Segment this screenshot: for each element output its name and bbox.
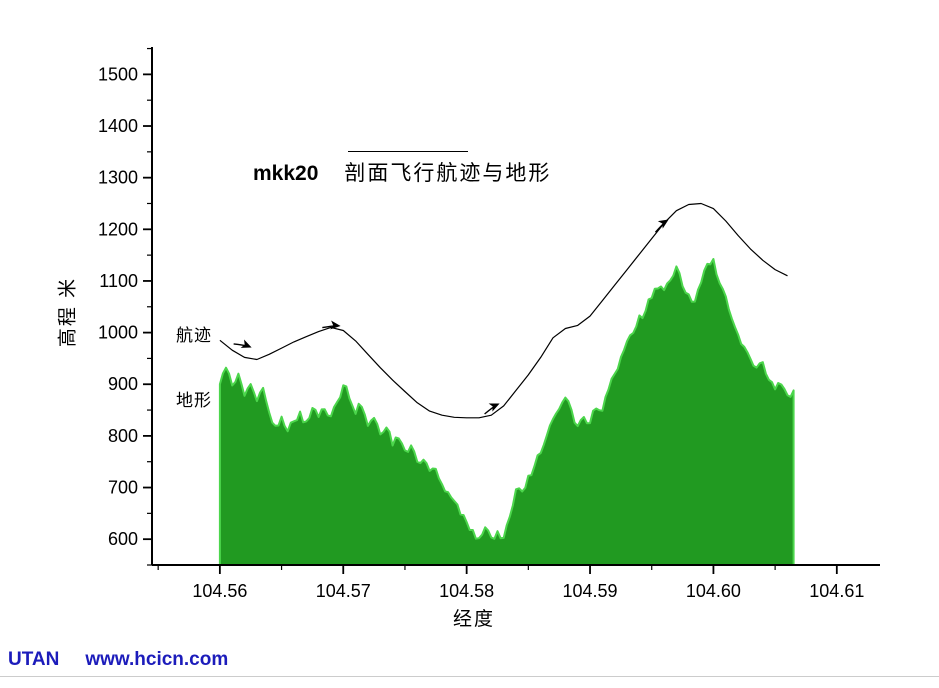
y-tick-label: 800 <box>108 426 138 446</box>
footer: UTAN www.hcicn.com <box>8 649 228 671</box>
arrow-head <box>657 219 669 229</box>
track-line <box>219 202 788 419</box>
y-tick-label: 600 <box>108 529 138 549</box>
x-tick-label: 104.59 <box>563 581 618 601</box>
x-tick-label: 104.57 <box>316 581 371 601</box>
arrow-head <box>488 403 500 412</box>
bottom-divider <box>0 676 939 677</box>
y-tick-label: 900 <box>108 374 138 394</box>
y-tick-label: 1300 <box>98 168 138 188</box>
chart-title-text: 剖面飞行航迹与地形 <box>344 161 552 185</box>
chart-title-code: mkk20 <box>253 162 319 185</box>
y-tick-label: 1200 <box>98 219 138 239</box>
terrain-edge <box>218 258 795 565</box>
y-axis-title: 高程 米 <box>57 276 79 348</box>
chart-title: mkk20 剖面飞行航迹与地形 <box>253 157 551 187</box>
title-overline <box>348 151 468 152</box>
x-tick-label: 104.61 <box>809 581 864 601</box>
terrain-annotation-label: 地形 <box>176 391 212 410</box>
x-tick-label: 104.56 <box>192 581 247 601</box>
direction-arrow <box>484 403 500 415</box>
footer-brand: UTAN <box>8 649 60 670</box>
x-tick-label: 104.60 <box>686 581 741 601</box>
footer-url: www.hcicn.com <box>85 649 229 670</box>
y-tick-label: 1500 <box>98 64 138 84</box>
arrow-head <box>240 339 252 348</box>
direction-arrow <box>322 320 341 330</box>
track-annotation-label: 航迹 <box>176 326 212 345</box>
y-tick-label: 1000 <box>98 323 138 343</box>
x-axis-title: 经度 <box>452 609 496 630</box>
y-tick-label: 1400 <box>98 116 138 136</box>
y-tick-label: 700 <box>108 478 138 498</box>
direction-arrow <box>233 339 252 348</box>
x-tick-label: 104.58 <box>439 581 494 601</box>
arrow-head <box>330 320 341 330</box>
y-tick-label: 1100 <box>99 271 138 291</box>
direction-arrow <box>654 219 669 233</box>
terrain-area <box>219 259 794 565</box>
